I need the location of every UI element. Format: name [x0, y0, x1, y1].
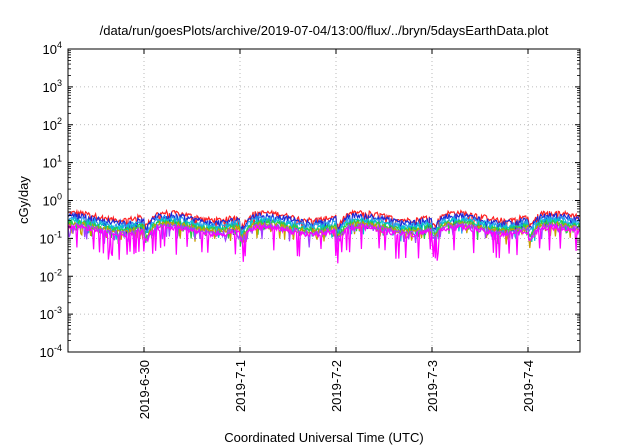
y-tick-label: 100	[43, 192, 62, 209]
y-tick-label: 10-2	[40, 267, 62, 284]
x-tick-label: 2019-6-30	[137, 360, 152, 419]
y-tick-label: 101	[43, 154, 62, 171]
y-tick-label: 103	[43, 78, 62, 95]
y-axis-label: cGy/day	[16, 176, 31, 224]
series-line	[68, 208, 581, 235]
y-axis: 10-4 10-3 10-2 10-1 100 101 102 103 104	[40, 40, 580, 360]
x-tick-label: 2019-7-1	[233, 360, 248, 412]
series-line	[67, 218, 581, 247]
x-tick-label: 2019-7-4	[521, 360, 536, 412]
series-line	[67, 222, 581, 264]
x-axis: 2019-6-30 2019-7-1 2019-7-2 2019-7-3 2019-7-…	[137, 49, 536, 419]
x-tick-label: 2019-7-3	[425, 360, 440, 412]
x-tick-label: 2019-7-2	[329, 360, 344, 412]
y-tick-label: 10-1	[40, 229, 62, 246]
x-axis-label: Coordinated Universal Time (UTC)	[224, 430, 423, 445]
series-line	[67, 220, 581, 249]
series-group	[67, 208, 581, 264]
y-tick-label: 104	[43, 40, 62, 57]
y-tick-label: 10-3	[40, 305, 62, 322]
chart-title: /data/run/goesPlots/archive/2019-07-04/1…	[100, 23, 549, 38]
y-tick-label: 10-4	[40, 343, 62, 360]
y-tick-label: 102	[43, 116, 62, 133]
